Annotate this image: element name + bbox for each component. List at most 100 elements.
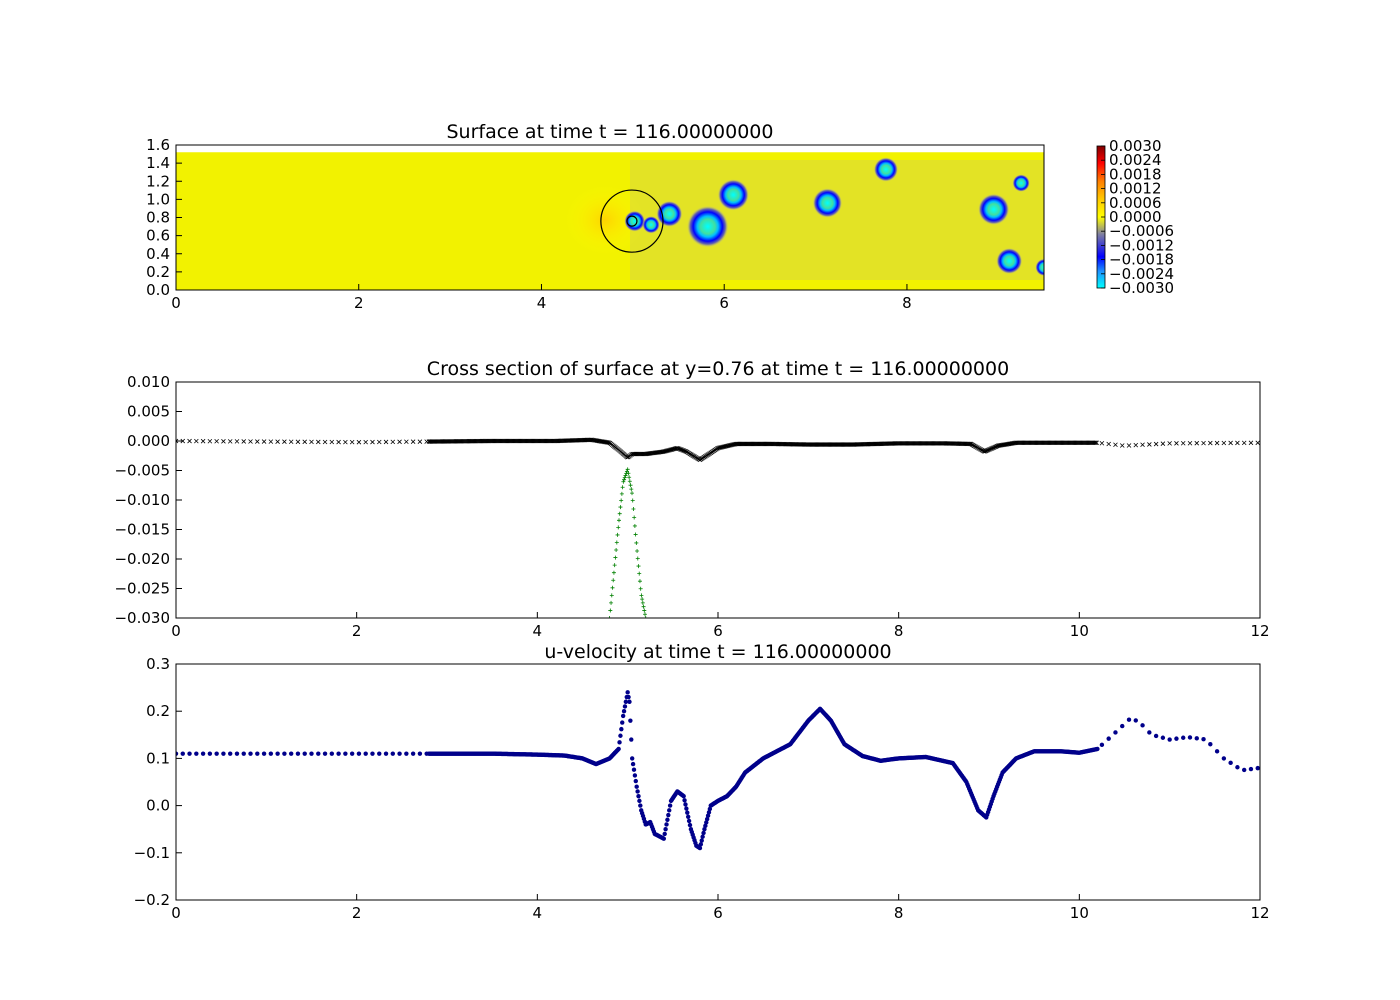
section-x-marker (1153, 441, 1159, 447)
x-tick-label: 2 (354, 294, 364, 312)
section-plus-marker (619, 491, 624, 496)
velocity-point (702, 827, 707, 832)
velocity-point (1248, 766, 1254, 772)
velocity-point (1133, 718, 1138, 723)
y-tick-label: 0.2 (146, 263, 170, 281)
velocity-point (207, 751, 213, 756)
velocity-point (176, 751, 179, 756)
section-x-marker (1140, 442, 1145, 448)
section-plus-marker (607, 616, 612, 618)
section-plus-marker (638, 586, 643, 591)
x-tick-label: 6 (719, 294, 729, 312)
velocity-point (631, 767, 637, 772)
velocity-point (288, 751, 294, 756)
vortex (978, 193, 1010, 225)
velocity-point (666, 812, 671, 818)
section-plus-marker (639, 593, 644, 598)
velocity-point (248, 751, 253, 756)
velocity-point (1187, 735, 1193, 740)
velocity-point (410, 751, 416, 756)
section-plus-marker (616, 518, 621, 523)
velocity-point (618, 733, 623, 738)
section-plus-marker (623, 473, 628, 478)
y-tick-label: 0.8 (146, 209, 170, 227)
section-x-marker (248, 439, 253, 444)
velocity-point (662, 831, 667, 837)
velocity-point (1208, 742, 1213, 747)
y-tick-label: −0.010 (114, 491, 170, 509)
section-x-marker (404, 439, 409, 445)
velocity-point (180, 751, 185, 756)
section-x-marker (1119, 443, 1125, 448)
y-tick-label: 0.0 (146, 797, 170, 815)
section-x-marker (1147, 442, 1152, 447)
velocity-point (356, 751, 362, 756)
velocity-point (343, 751, 348, 756)
section-x-marker (268, 439, 274, 444)
velocity-point (619, 726, 624, 732)
surface-warm-patch (565, 185, 645, 255)
section-plus-marker (614, 540, 619, 545)
velocity-marks (176, 690, 1260, 851)
colorbar-tick-label: −0.0030 (1109, 279, 1174, 297)
velocity-point (200, 751, 206, 756)
section-x-marker (261, 439, 267, 444)
section-x-marker (356, 439, 362, 445)
section-x-marker (180, 438, 186, 444)
section-x-marker (322, 439, 328, 445)
velocity-point (1147, 730, 1152, 735)
x-tick-label: 12 (1250, 904, 1269, 922)
section-x-marker (1174, 441, 1179, 446)
x-tick-label: 0 (171, 904, 181, 922)
velocity-point (1160, 735, 1166, 740)
velocity-point (664, 822, 669, 827)
section-x-marker (349, 439, 355, 445)
section-x-marker (200, 438, 206, 444)
y-tick-label: −0.1 (134, 844, 170, 862)
velocity-point (1106, 736, 1111, 741)
y-tick-label: 0.0 (146, 281, 170, 299)
cross-section-x-ticks: 0 2 4 6 8 10 12 (171, 612, 1270, 640)
section-x-marker (625, 454, 630, 460)
section-x-marker (282, 439, 287, 444)
surface-title: Surface at time t = 116.00000000 (447, 121, 774, 143)
velocity-point (377, 751, 382, 756)
velocity-point (1194, 736, 1199, 741)
section-x-marker (176, 438, 179, 444)
section-plus-marker (635, 548, 640, 553)
section-x-marker (1187, 440, 1193, 446)
x-tick-label: 10 (1070, 622, 1089, 640)
velocity-point (665, 817, 670, 822)
y-tick-label: −0.015 (114, 521, 170, 539)
velocity-point (636, 793, 641, 799)
velocity-point (261, 751, 267, 756)
section-x-marker (295, 439, 301, 445)
section-x-marker (363, 439, 368, 445)
colorbar-tick-label: 0.0000 (1109, 208, 1162, 226)
velocity-point (628, 718, 633, 723)
vortex (642, 216, 660, 234)
section-x-marker (315, 439, 321, 445)
colorbar-tick-label: −0.0006 (1109, 222, 1174, 240)
velocity-point (1099, 742, 1105, 748)
section-x-marker (1113, 442, 1118, 448)
velocity-point (638, 803, 643, 808)
y-tick-label: 0.4 (146, 245, 170, 263)
section-x-marker (376, 439, 382, 445)
velocity-point (194, 751, 199, 756)
velocity-point (1167, 737, 1172, 742)
section-plus-marker (625, 467, 630, 472)
section-plus-marker (633, 532, 638, 537)
section-x-marker (309, 439, 314, 445)
velocity-point (620, 720, 625, 725)
section-plus-marker (613, 555, 618, 560)
velocity-title: u-velocity at time t = 116.00000000 (544, 641, 891, 663)
y-tick-label: 0.6 (146, 227, 170, 245)
section-plus-marker (622, 477, 627, 482)
vortex (656, 200, 683, 227)
section-x-marker (1248, 440, 1254, 446)
section-plus-marker (627, 475, 632, 480)
velocity-point (241, 751, 246, 756)
velocity-y-ticks: 0.3 0.2 0.1 0.0 −0.1 −0.2 (134, 655, 182, 909)
velocity-point (620, 713, 626, 719)
